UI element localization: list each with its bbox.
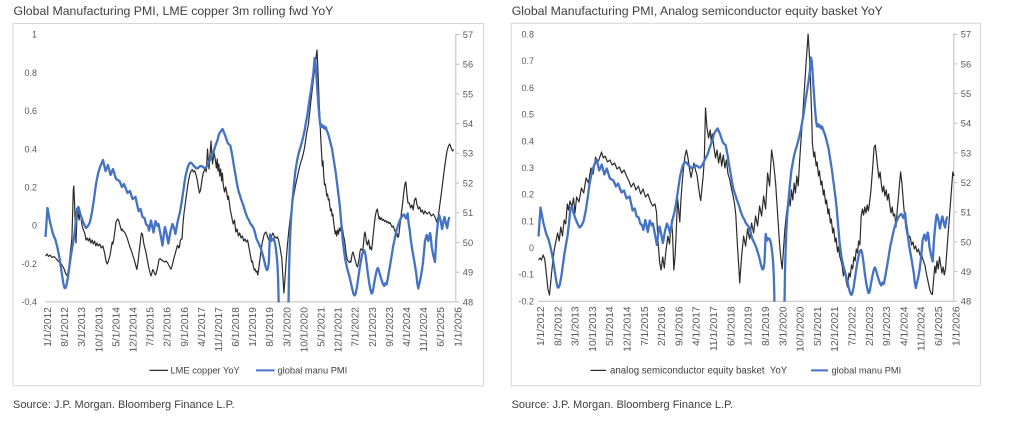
svg-text:48: 48 <box>961 297 971 307</box>
svg-text:7/1/2015: 7/1/2015 <box>146 307 157 347</box>
svg-text:54: 54 <box>961 119 971 129</box>
svg-text:6/1/2025: 6/1/2025 <box>436 307 447 347</box>
svg-text:10/1/2020: 10/1/2020 <box>299 307 310 353</box>
svg-text:1/1/2012: 1/1/2012 <box>43 307 54 347</box>
svg-text:1/1/2012: 1/1/2012 <box>536 306 547 346</box>
svg-text:5/1/2014: 5/1/2014 <box>605 306 616 346</box>
svg-text:8/1/2012: 8/1/2012 <box>60 307 71 347</box>
svg-text:52: 52 <box>463 178 473 188</box>
svg-text:3/1/2013: 3/1/2013 <box>77 307 88 347</box>
svg-text:7/1/2022: 7/1/2022 <box>848 306 859 346</box>
svg-text:global manu PMI: global manu PMI <box>832 366 902 376</box>
svg-text:51: 51 <box>463 208 473 218</box>
svg-text:2/1/2016: 2/1/2016 <box>657 306 668 346</box>
svg-text:3/1/2013: 3/1/2013 <box>571 306 582 346</box>
svg-text:9/1/2023: 9/1/2023 <box>882 306 893 346</box>
svg-text:56: 56 <box>961 59 971 69</box>
svg-text:8/1/2019: 8/1/2019 <box>761 306 772 346</box>
svg-text:-0.2: -0.2 <box>518 296 534 306</box>
svg-text:11/1/2017: 11/1/2017 <box>214 307 225 352</box>
svg-text:analog semiconductor equity ba: analog semiconductor equity basket YoY <box>610 366 788 377</box>
svg-text:2/1/2023: 2/1/2023 <box>865 306 876 346</box>
svg-text:48: 48 <box>463 297 473 307</box>
svg-text:1/1/2026: 1/1/2026 <box>951 306 962 346</box>
svg-text:57: 57 <box>463 30 473 40</box>
svg-text:1/1/2019: 1/1/2019 <box>744 306 755 346</box>
svg-text:0.8: 0.8 <box>24 68 37 78</box>
svg-text:11/1/2024: 11/1/2024 <box>917 306 928 351</box>
svg-text:0.7: 0.7 <box>521 56 534 66</box>
svg-text:-0.4: -0.4 <box>21 297 37 307</box>
svg-text:LME copper YoY: LME copper YoY <box>171 366 240 376</box>
svg-text:1/1/2026: 1/1/2026 <box>453 307 464 347</box>
svg-text:10/1/2013: 10/1/2013 <box>94 307 105 353</box>
svg-text:6/1/2018: 6/1/2018 <box>726 306 737 346</box>
svg-text:-0.2: -0.2 <box>21 259 37 269</box>
svg-text:0.5: 0.5 <box>521 110 534 120</box>
svg-text:11/1/2024: 11/1/2024 <box>419 307 430 352</box>
svg-text:0.1: 0.1 <box>521 216 534 226</box>
svg-text:2/1/2016: 2/1/2016 <box>163 307 174 347</box>
svg-text:10/1/2013: 10/1/2013 <box>588 306 599 352</box>
svg-text:9/1/2016: 9/1/2016 <box>180 307 191 347</box>
svg-text:1/1/2019: 1/1/2019 <box>248 307 259 347</box>
svg-text:55: 55 <box>463 89 473 99</box>
svg-text:12/1/2021: 12/1/2021 <box>830 306 841 352</box>
svg-text:7/1/2022: 7/1/2022 <box>351 307 362 347</box>
svg-text:4/1/2024: 4/1/2024 <box>899 306 910 346</box>
svg-text:11/1/2017: 11/1/2017 <box>709 306 720 351</box>
svg-text:3/1/2020: 3/1/2020 <box>778 306 789 346</box>
svg-text:53: 53 <box>463 149 473 159</box>
svg-text:0: 0 <box>529 243 534 253</box>
svg-text:4/1/2017: 4/1/2017 <box>692 306 703 346</box>
svg-text:0.6: 0.6 <box>521 83 534 93</box>
svg-text:52: 52 <box>961 178 971 188</box>
svg-text:4/1/2017: 4/1/2017 <box>197 307 208 347</box>
svg-text:global manu PMI: global manu PMI <box>278 366 348 376</box>
svg-text:9/1/2023: 9/1/2023 <box>385 307 396 347</box>
svg-text:8/1/2019: 8/1/2019 <box>265 307 276 347</box>
svg-text:Source: J.P. Morgan. Bloomberg: Source: J.P. Morgan. Bloomberg Finance L… <box>512 399 734 411</box>
svg-text:49: 49 <box>961 267 971 277</box>
svg-text:3/1/2020: 3/1/2020 <box>282 307 293 347</box>
svg-text:12/1/2014: 12/1/2014 <box>623 306 634 352</box>
svg-text:54: 54 <box>463 119 473 129</box>
svg-text:-0.1: -0.1 <box>518 270 534 280</box>
svg-text:Global Manufacturing PMI, Anal: Global Manufacturing PMI, Analog semicon… <box>512 4 883 18</box>
svg-text:0.2: 0.2 <box>521 190 534 200</box>
svg-text:51: 51 <box>961 208 971 218</box>
svg-text:8/1/2012: 8/1/2012 <box>553 306 564 346</box>
svg-text:1: 1 <box>32 30 37 40</box>
svg-text:12/1/2021: 12/1/2021 <box>334 307 345 353</box>
svg-text:5/1/2014: 5/1/2014 <box>111 307 122 347</box>
svg-text:0.2: 0.2 <box>24 183 37 193</box>
svg-text:53: 53 <box>961 148 971 158</box>
svg-text:5/1/2021: 5/1/2021 <box>317 307 328 347</box>
svg-text:0: 0 <box>32 221 37 231</box>
svg-text:50: 50 <box>961 237 971 247</box>
svg-text:5/1/2021: 5/1/2021 <box>813 306 824 346</box>
svg-text:Global Manufacturing PMI, LME: Global Manufacturing PMI, LME copper 3m … <box>14 4 334 18</box>
svg-text:6/1/2025: 6/1/2025 <box>934 306 945 346</box>
svg-text:55: 55 <box>961 89 971 99</box>
svg-text:Source: J.P. Morgan. Bloomberg: Source: J.P. Morgan. Bloomberg Finance L… <box>13 399 235 411</box>
svg-text:50: 50 <box>463 238 473 248</box>
svg-text:0.6: 0.6 <box>24 106 37 116</box>
svg-text:7/1/2015: 7/1/2015 <box>640 306 651 346</box>
svg-text:0.8: 0.8 <box>521 30 534 40</box>
svg-text:6/1/2018: 6/1/2018 <box>231 307 242 347</box>
svg-text:0.3: 0.3 <box>521 163 534 173</box>
svg-text:56: 56 <box>463 60 473 70</box>
svg-text:2/1/2023: 2/1/2023 <box>368 307 379 347</box>
svg-text:9/1/2016: 9/1/2016 <box>674 306 685 346</box>
svg-text:57: 57 <box>961 30 971 40</box>
svg-text:4/1/2024: 4/1/2024 <box>402 307 413 347</box>
svg-text:12/1/2014: 12/1/2014 <box>129 307 140 353</box>
svg-text:10/1/2020: 10/1/2020 <box>796 306 807 352</box>
svg-text:49: 49 <box>463 268 473 278</box>
svg-text:0.4: 0.4 <box>521 136 534 146</box>
svg-text:0.4: 0.4 <box>24 144 37 154</box>
